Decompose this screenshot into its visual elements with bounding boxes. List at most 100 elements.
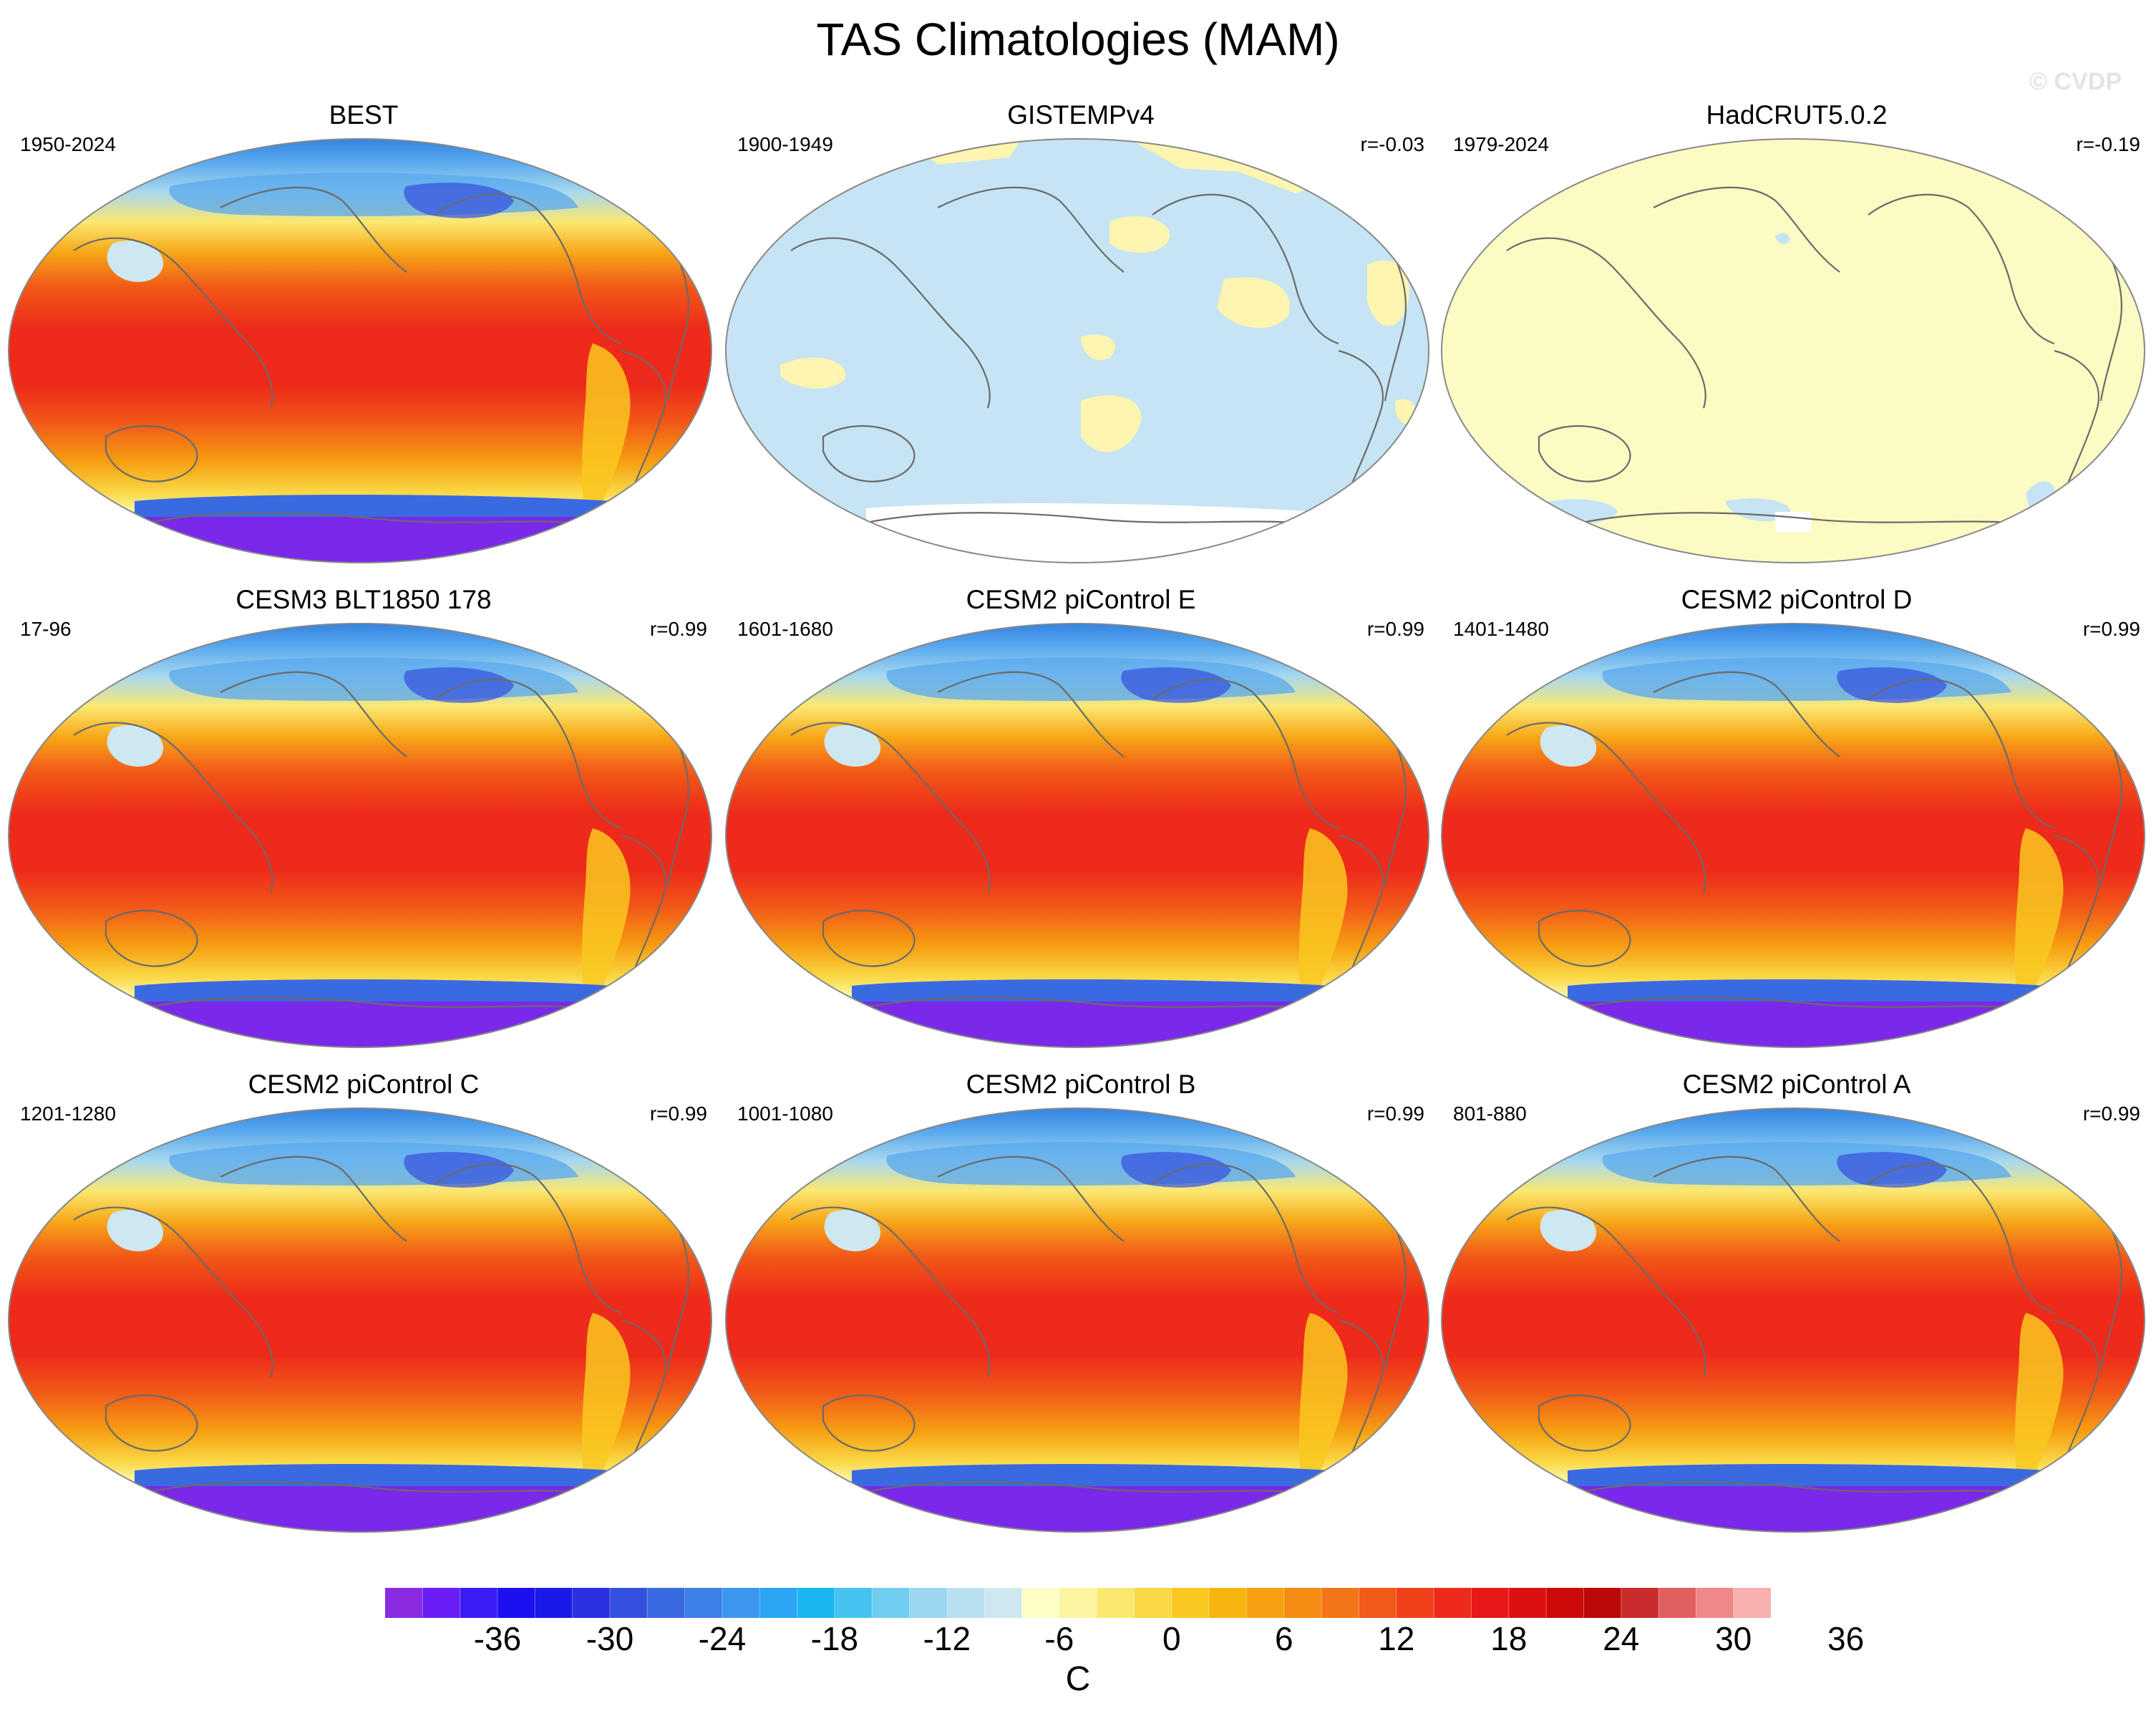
- map-border: [725, 1107, 1429, 1533]
- colorbar-swatch: [460, 1588, 498, 1618]
- colorbar-swatch: [834, 1588, 873, 1618]
- map-panel: CESM2 piControl A 801-880 r=0.99: [1439, 1070, 2155, 1533]
- colorbar-swatch: [1396, 1588, 1434, 1618]
- colorbar-swatch: [797, 1588, 835, 1618]
- panel-years: 1401-1480: [1453, 618, 1549, 640]
- colorbar-swatch: [1621, 1588, 1659, 1618]
- coastline: [73, 237, 273, 409]
- colorbar-tick-label: -12: [923, 1620, 971, 1657]
- positive-anomaly-patch: [1367, 260, 1409, 326]
- colorbar-units: C: [1065, 1660, 1091, 1698]
- coastline: [1538, 909, 1631, 967]
- negative-anomaly-field: [726, 139, 1429, 563]
- panel-title: GISTEMPv4: [1007, 100, 1155, 130]
- siberia-cold-region: [404, 667, 514, 703]
- coastline: [790, 237, 991, 409]
- coastline: [105, 909, 198, 967]
- colorbar-tick-label: 6: [1274, 1620, 1293, 1657]
- colorbar-swatch: [1508, 1588, 1547, 1618]
- panel-years: 1979-2024: [1453, 133, 1549, 155]
- coastline: [73, 1206, 273, 1378]
- tibetan-plateau-cold-region: [107, 725, 164, 767]
- map-border: [725, 623, 1429, 1048]
- tibetan-plateau-cold-region: [1540, 1210, 1597, 1251]
- colorbar-tick-label: -24: [698, 1620, 747, 1657]
- map-panel: CESM2 piControl D 1401-1480 r=0.99: [1439, 585, 2155, 1048]
- southern-ocean-cold-band: [135, 979, 614, 1002]
- panel-title: HadCRUT5.0.2: [1706, 100, 1888, 130]
- colorbar-swatch: [1434, 1588, 1472, 1618]
- map-border: [8, 623, 712, 1048]
- coastline: [1868, 193, 2055, 345]
- coastline: [1538, 425, 1631, 483]
- colorbar-swatch: [1209, 1588, 1247, 1618]
- map-panel: CESM2 piControl E 1601-1680 r=0.99: [723, 585, 1439, 1048]
- siberia-cold-region: [1837, 667, 1947, 703]
- colorbar-swatch: [497, 1588, 535, 1618]
- colorbar-swatch: [1246, 1588, 1285, 1618]
- coastline: [790, 722, 991, 893]
- tibetan-plateau-cold-region: [824, 725, 881, 767]
- colorbar-swatch: [422, 1588, 461, 1618]
- coastline: [937, 671, 1125, 757]
- map-projection: [1441, 138, 2145, 563]
- coastline: [434, 678, 622, 830]
- map-projection: [725, 623, 1429, 1048]
- andes-cool-region: [1299, 828, 1348, 1014]
- colorbar: [385, 1588, 1771, 1618]
- antarctica-cold-region: [1442, 1485, 2145, 1532]
- colorbar-tick-label: 36: [1827, 1620, 1865, 1657]
- panel-years: 1001-1080: [737, 1102, 833, 1125]
- panel-years: 1201-1280: [20, 1102, 116, 1125]
- colorbar-swatch: [872, 1588, 911, 1618]
- colorbar-swatch: [647, 1588, 686, 1618]
- coastline: [1384, 243, 1407, 402]
- southern-ocean-cold-band: [135, 1464, 614, 1486]
- map-projection: [8, 623, 712, 1048]
- colorbar-tick-label: -36: [473, 1620, 522, 1657]
- coastline: [666, 727, 690, 886]
- colorbar-swatch: [1359, 1588, 1397, 1618]
- panel-years: 1950-2024: [20, 133, 116, 155]
- panel-title: CESM3 BLT1850 178: [235, 585, 492, 614]
- map-projection: [1441, 623, 2145, 1048]
- colorbar-swatch: [1471, 1588, 1510, 1618]
- coastline: [865, 1481, 1296, 1493]
- colorbar-tick-label: 12: [1378, 1620, 1415, 1657]
- colorbar-swatch: [1321, 1588, 1359, 1618]
- colorbar-swatch: [572, 1588, 611, 1618]
- map-projection: [1441, 1107, 2145, 1533]
- tibetan-plateau-cold-region: [824, 1210, 881, 1251]
- coastline: [822, 909, 916, 967]
- coastline: [434, 193, 622, 345]
- coastline: [148, 997, 579, 1009]
- map-border: [1441, 138, 2145, 563]
- colorbar-swatch: [1097, 1588, 1135, 1618]
- missing-data-region: [866, 503, 1317, 563]
- tibetan-plateau-cold-region: [1540, 725, 1597, 767]
- panel-years: 1601-1680: [737, 618, 833, 640]
- colorbar-swatch: [1283, 1588, 1322, 1618]
- panel-title: CESM2 piControl A: [1682, 1070, 1911, 1099]
- coastline: [1506, 722, 1706, 893]
- coastline: [148, 1481, 579, 1493]
- coastline: [1581, 1481, 2012, 1493]
- panel-correlation: r=0.99: [2082, 1102, 2140, 1125]
- coastline: [865, 512, 1296, 524]
- panel-correlation: r=-0.19: [2076, 133, 2141, 155]
- panel-title: CESM2 piControl E: [966, 585, 1196, 614]
- coastline: [1506, 237, 1706, 409]
- colorbar-swatch: [1059, 1588, 1097, 1618]
- colorbar-swatch: [684, 1588, 723, 1618]
- panel-years: 1900-1949: [737, 133, 833, 155]
- coastline: [73, 722, 273, 893]
- panel-correlation: r=0.99: [649, 1102, 707, 1125]
- map-border: [8, 138, 712, 563]
- panel-correlation: r=-0.03: [1360, 133, 1425, 155]
- colorbar-tick-label: -30: [586, 1620, 634, 1657]
- panel-title: CESM2 piControl B: [966, 1070, 1196, 1099]
- coastline: [865, 997, 1296, 1009]
- southern-ocean-cold-band: [852, 1464, 1331, 1486]
- coastline: [220, 1155, 407, 1242]
- coastline: [1384, 727, 1407, 886]
